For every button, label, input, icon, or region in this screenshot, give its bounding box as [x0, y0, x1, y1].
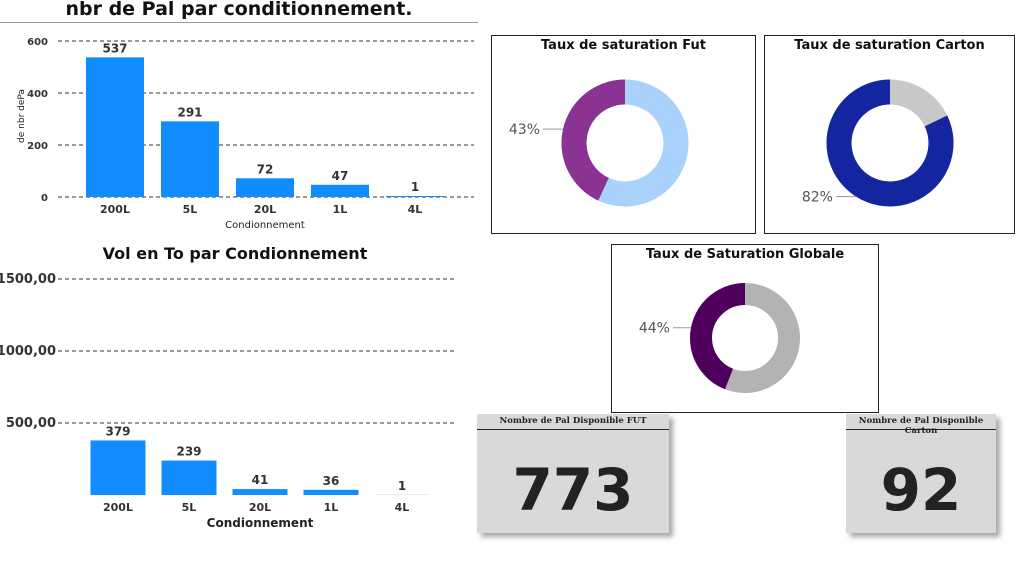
y-tick-label: 500,00 [6, 416, 56, 431]
bar [303, 489, 359, 495]
donut-slice [561, 79, 689, 207]
x-axis-label: Condionnement [225, 220, 305, 231]
donut-chart-carton: 82% [802, 79, 954, 207]
data-label: 47 [332, 169, 349, 183]
donut-percent-label: 43% [509, 122, 540, 138]
data-label: 537 [102, 41, 127, 55]
bar [232, 489, 288, 495]
data-label: 1 [398, 479, 406, 493]
bar [86, 57, 144, 197]
donut-percent-label: 44% [639, 321, 670, 337]
bar [90, 440, 146, 495]
y-tick-label: 0 [41, 193, 48, 204]
donut-panel-carton: Taux de saturation Carton 82% [764, 35, 1015, 234]
data-label: 1 [411, 180, 419, 194]
donut-slice [690, 283, 800, 393]
data-label: 72 [257, 162, 274, 176]
data-label: 36 [323, 474, 340, 488]
data-label: 239 [176, 445, 201, 459]
bar-chart-vol: 500,00 1000,00 1500,00 379 200L 239 5L 41 20L 36 1… [0, 272, 455, 530]
x-tick-label: 4L [395, 501, 410, 514]
x-axis-label: Condionnement [207, 516, 314, 530]
x-tick-label: 20L [249, 501, 271, 514]
donut-panel-fut: Taux de saturation Fut 43% [491, 35, 756, 234]
y-tick-label: 200 [27, 141, 48, 152]
x-tick-label: 4L [408, 203, 423, 216]
donut-title-fut: Taux de saturation Fut [540, 38, 707, 53]
x-tick-label: 20L [254, 203, 276, 216]
title-divider [0, 22, 478, 23]
donut-slice [826, 79, 954, 207]
data-label: 291 [177, 105, 202, 119]
donut-chart-fut: 43% [509, 79, 689, 207]
chart-title-vol: Vol en To par Condionnement [102, 244, 368, 263]
card-divider [477, 429, 669, 430]
kpi-card-value: 92 [880, 456, 962, 524]
x-tick-label: 5L [183, 203, 198, 216]
bar [311, 184, 369, 197]
kpi-card-title: Nombre de Pal Disponible FUT [499, 416, 647, 426]
donut-title-globale: Taux de Saturation Globale [645, 247, 845, 262]
kpi-card-carton: Nombre de Pal Disponible Carton 92 [846, 414, 996, 533]
bar-chart-nbr-pal: 0 200 400 600 537 200L 291 5L 72 20L 47 1L 1 4L Condio… [17, 37, 474, 231]
donut-title-carton: Taux de saturation Carton [794, 38, 985, 53]
bar [161, 460, 217, 495]
donut-percent-label: 82% [802, 190, 833, 206]
x-tick-label: 1L [324, 501, 339, 514]
chart-title-nbr-pal: nbr de Pal par conditionnement. [65, 0, 413, 20]
kpi-card-title: Nombre de Pal Disponible Carton [858, 416, 984, 436]
x-tick-label: 5L [182, 501, 197, 514]
bar [161, 121, 219, 197]
x-tick-label: 200L [103, 501, 133, 514]
y-tick-label: 1000,00 [0, 344, 56, 359]
donut-chart-globale: 44% [639, 283, 800, 393]
donut-panel-globale: Taux de Saturation Globale 44% [611, 244, 879, 413]
y-axis-label: de nbr dePa [17, 89, 27, 143]
bar [386, 196, 444, 197]
y-tick-label: 1500,00 [0, 272, 56, 287]
x-tick-label: 1L [333, 203, 348, 216]
data-label: 41 [252, 473, 269, 487]
x-tick-label: 200L [100, 203, 130, 216]
card-divider [846, 429, 996, 430]
y-tick-label: 600 [27, 37, 48, 48]
bar [236, 178, 294, 197]
data-label: 379 [105, 424, 130, 438]
kpi-card-value: 773 [512, 456, 634, 524]
y-tick-label: 400 [27, 89, 48, 100]
kpi-card-fut: Nombre de Pal Disponible FUT 773 [477, 414, 669, 533]
